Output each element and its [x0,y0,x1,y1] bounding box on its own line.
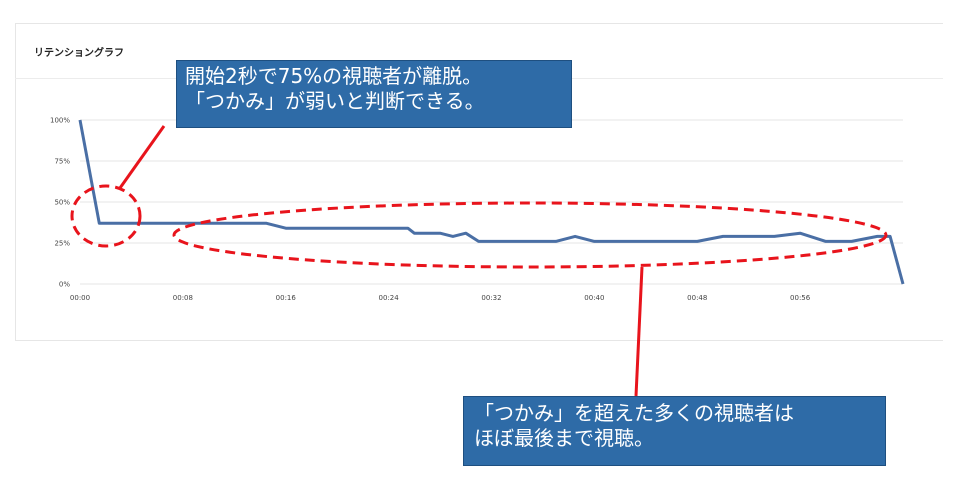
y-tick-label: 25% [54,240,70,248]
x-tick-label: 00:00 [70,294,90,302]
x-tick-label: 00:24 [379,294,400,302]
x-tick-label: 00:56 [790,294,811,302]
y-tick-label: 100% [50,117,70,125]
annotations [70,125,888,397]
callout-watch-to-end: 「つかみ」を超えた多くの視聴者は ほぼ最後まで視聴。 [463,396,886,466]
x-tick-label: 00:16 [276,294,297,302]
x-axis-ticks: 00:00 00:08 00:16 00:24 00:32 00:40 00:48 00:56 [70,294,811,302]
annotation-ellipse-small [70,184,142,248]
annotation-pointer-top [118,125,166,189]
y-tick-label: 75% [54,158,70,166]
annotation-ellipse-large [172,201,888,269]
y-tick-label: 50% [54,199,70,207]
card-title: リテンショングラフ [34,48,124,59]
y-axis-ticks: 100% 75% 50% 25% 0% [50,117,70,289]
x-tick-label: 00:08 [173,294,193,302]
x-tick-label: 00:40 [584,294,604,302]
callout-hook-dropoff: 開始2秒で75%の視聴者が離脱。 「つかみ」が弱いと判断できる。 [176,60,572,128]
x-tick-label: 00:32 [481,294,501,302]
annotation-pointer-bottom [634,266,644,397]
y-tick-label: 0% [59,281,70,289]
x-tick-label: 00:48 [687,294,707,302]
retention-series-line [78,119,905,285]
